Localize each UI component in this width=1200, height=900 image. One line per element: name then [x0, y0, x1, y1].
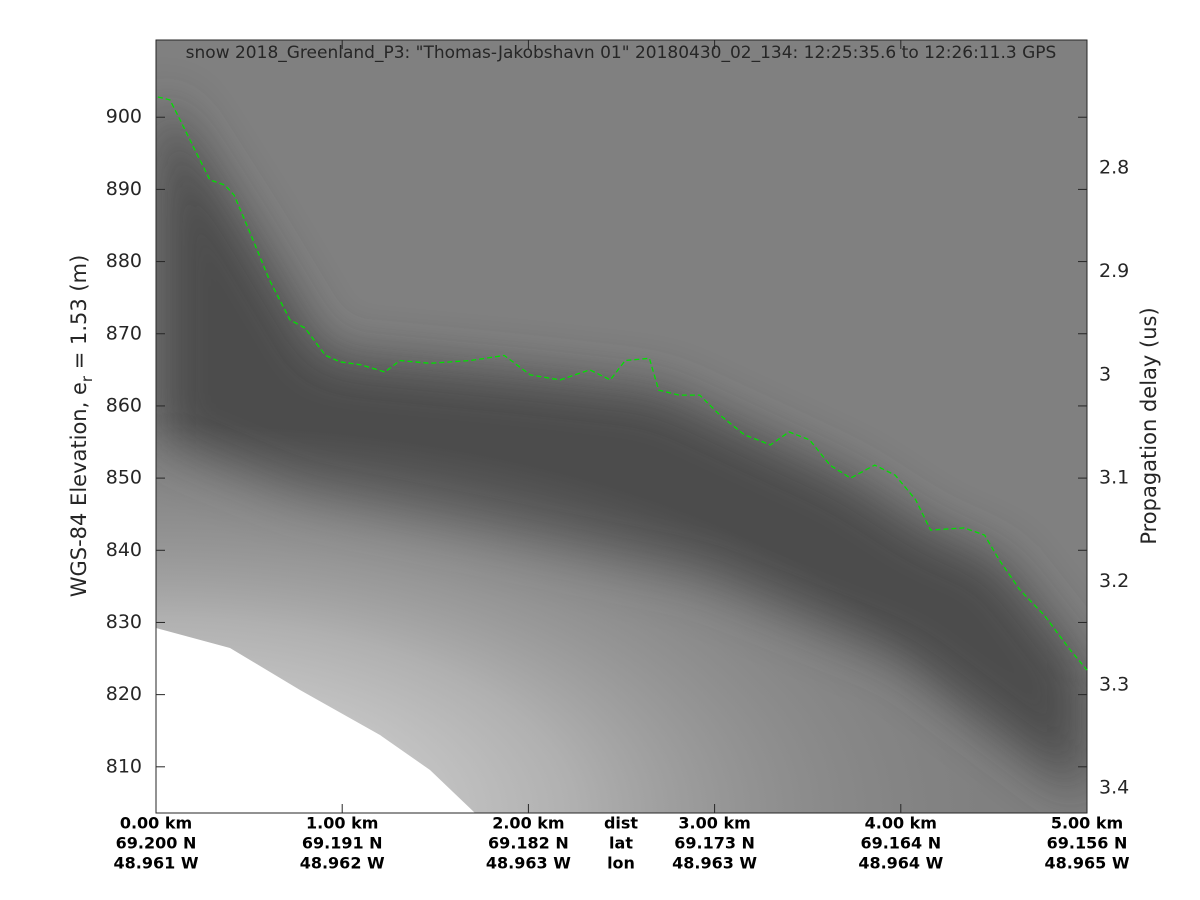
lon-label: 48.963 W: [486, 854, 571, 873]
y2-tick-label: 3.2: [1099, 570, 1129, 592]
chart-title: snow 2018_Greenland_P3: "Thomas-Jakobsha…: [186, 43, 1057, 63]
lat-label: 69.191 N: [302, 834, 383, 853]
y-tick-label: 850: [106, 467, 142, 489]
x-tick-label: 4.00 km: [865, 814, 937, 833]
plot-frame: [155, 39, 1088, 814]
lon-label: 48.964 W: [858, 854, 943, 873]
x-tick-label: 0.00 km: [120, 814, 192, 833]
y-tick-label: 890: [106, 178, 142, 200]
y-label-main: WGS-84 Elevation, e: [67, 382, 91, 597]
y2-tick-label: 3.1: [1099, 467, 1129, 489]
lon-label: 48.963 W: [672, 854, 757, 873]
row-name: lat: [609, 834, 633, 853]
y-tick-label: 860: [106, 394, 142, 416]
y-label-subscript: r: [78, 375, 96, 382]
lat-label: 69.173 N: [674, 834, 755, 853]
surface-line: [157, 96, 1088, 671]
lon-label: 48.962 W: [300, 854, 385, 873]
y-tick-label: 810: [106, 755, 142, 777]
lon-label: 48.965 W: [1045, 854, 1130, 873]
lat-label: 69.200 N: [116, 834, 197, 853]
y2-tick-label: 3.3: [1099, 673, 1129, 695]
y2-tick-label: 2.8: [1099, 157, 1129, 179]
y-tick-label: 830: [106, 611, 142, 633]
lon-label: 48.961 W: [114, 854, 199, 873]
y2-tick-label: 3.4: [1099, 777, 1129, 799]
x-tick-label: 3.00 km: [678, 814, 750, 833]
lat-label: 69.156 N: [1047, 834, 1128, 853]
y2-axis-label: Propagation delay (us): [1137, 307, 1161, 544]
lat-label: 69.182 N: [488, 834, 569, 853]
y-tick-label: 820: [106, 683, 142, 705]
y-tick-label: 880: [106, 250, 142, 272]
no-data-region: [156, 628, 475, 813]
echogram: [156, 40, 1087, 813]
y-tick-label: 900: [106, 106, 142, 128]
lat-label: 69.164 N: [860, 834, 941, 853]
row-name: dist: [604, 814, 638, 833]
y2-tick-label: 3: [1099, 363, 1111, 385]
x-tick-label: 1.00 km: [306, 814, 378, 833]
y-label-suffix: = 1.53 (m): [67, 255, 91, 376]
y2-tick-label: 2.9: [1099, 260, 1129, 282]
row-name: lon: [607, 854, 635, 873]
x-tick-label: 2.00 km: [492, 814, 564, 833]
y-axis-label: WGS-84 Elevation, er = 1.53 (m): [67, 255, 96, 598]
x-tick-label: 5.00 km: [1051, 814, 1123, 833]
y-tick-label: 870: [106, 322, 142, 344]
y-tick-label: 840: [106, 539, 142, 561]
